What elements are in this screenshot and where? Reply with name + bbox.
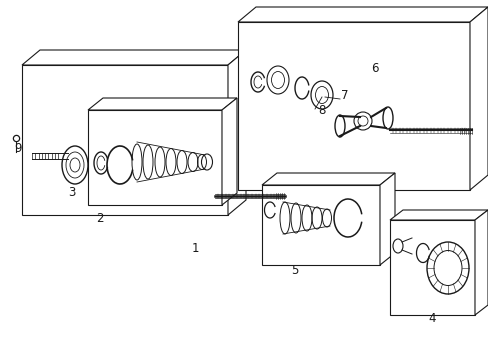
Polygon shape: [389, 220, 474, 315]
Text: 6: 6: [370, 62, 378, 75]
Polygon shape: [88, 98, 237, 110]
Text: 8: 8: [318, 104, 325, 117]
Text: 4: 4: [427, 311, 435, 324]
Polygon shape: [22, 65, 227, 215]
Polygon shape: [238, 22, 469, 190]
Polygon shape: [389, 210, 487, 220]
Polygon shape: [227, 50, 245, 215]
Text: 1: 1: [191, 242, 198, 255]
Polygon shape: [474, 210, 487, 315]
Polygon shape: [22, 50, 245, 65]
Polygon shape: [469, 7, 487, 190]
Text: 2: 2: [96, 212, 103, 225]
Text: 5: 5: [291, 264, 298, 276]
Text: 3: 3: [68, 185, 76, 198]
Polygon shape: [262, 185, 379, 265]
Text: 9: 9: [14, 141, 21, 154]
Polygon shape: [379, 173, 394, 265]
Polygon shape: [88, 110, 222, 205]
Text: 7: 7: [341, 89, 348, 102]
Polygon shape: [222, 98, 237, 205]
Polygon shape: [238, 7, 487, 22]
Polygon shape: [262, 173, 394, 185]
